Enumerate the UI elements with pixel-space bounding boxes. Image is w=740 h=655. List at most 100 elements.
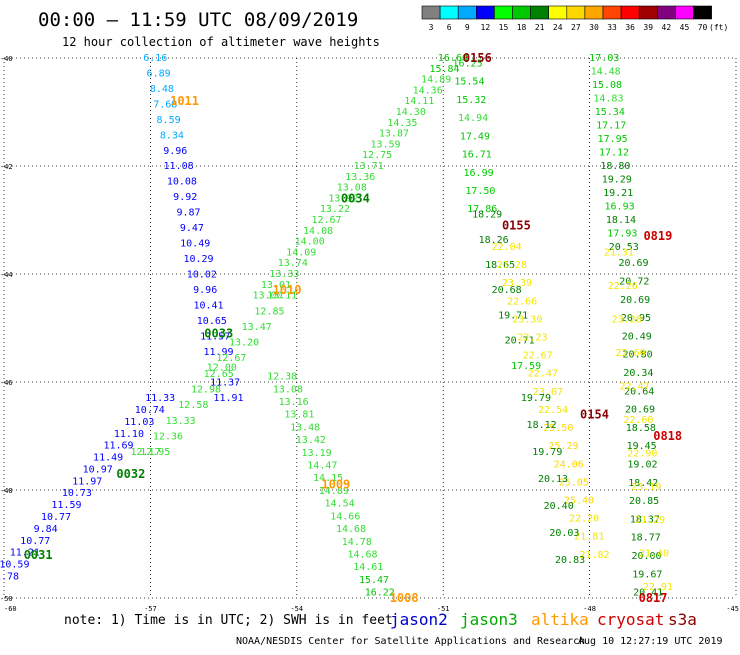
- wave-height-value: 13.19: [302, 448, 332, 459]
- wave-height-value: 13.01: [261, 280, 291, 291]
- wave-height-value: 14.89: [319, 486, 349, 497]
- wave-height-value: 20.68: [492, 285, 522, 296]
- wave-height-value: 16.22: [365, 588, 395, 599]
- legend-label: 21: [535, 23, 545, 32]
- color-legend: 3 6 9 12 15 18 21 24 27 30 33 36 39 42 45 70: [421, 5, 712, 32]
- legend-label: 45: [680, 23, 690, 32]
- pass-label: 0817: [639, 591, 668, 605]
- wave-height-value: 17.59: [511, 361, 541, 372]
- wave-height-value: 19.79: [532, 447, 562, 458]
- wave-height-value: 17.49: [460, 131, 490, 142]
- wave-height-value: 14.36: [413, 85, 443, 96]
- wave-height-value: 12.67: [311, 215, 341, 226]
- legend-swatch: [530, 5, 549, 20]
- lon-tick-label: -54: [290, 605, 303, 613]
- wave-height-value: 22.66: [507, 296, 537, 307]
- wave-height-value: 25.40: [564, 495, 594, 506]
- wave-height-value: 22.54: [538, 405, 568, 416]
- wave-height-value: 23.07: [533, 387, 563, 398]
- wave-height-value: 11.37: [210, 378, 240, 389]
- wave-height-value: 18.26: [479, 235, 509, 246]
- wave-height-value: 9.96: [163, 146, 187, 157]
- map-subtitle: 12 hour collection of altimeter wave hei…: [62, 35, 380, 49]
- wave-height-value: 12.65: [204, 369, 234, 380]
- lon-tick-label: -57: [144, 605, 157, 613]
- wave-height-value: 20.40: [544, 501, 574, 512]
- wave-height-value: 17.95: [598, 134, 628, 145]
- pass-label: 0155: [502, 218, 531, 232]
- wave-height-value: 11.57: [200, 331, 230, 342]
- wave-height-value: 14.94: [458, 113, 488, 124]
- wave-height-value: 11.99: [203, 347, 233, 358]
- wave-height-value: 13.08: [337, 183, 367, 194]
- wave-height-value: 14.68: [347, 549, 377, 560]
- legend-swatch: [475, 5, 495, 20]
- wave-height-value: 14.09: [286, 247, 316, 258]
- wave-height-value: 12.95: [140, 447, 170, 458]
- wave-height-value: 15.32: [456, 95, 486, 106]
- wave-height-value: 14.47: [307, 461, 337, 472]
- wave-height-value: 13.42: [296, 435, 326, 446]
- wave-height-value: 20.83: [555, 555, 585, 566]
- wave-height-value: 10.73: [62, 488, 92, 499]
- wave-height-value: 10.74: [135, 405, 165, 416]
- wave-height-value: 14.00: [295, 237, 325, 248]
- pass-labels: 1011 0156 0034 0155 0819 1010 0033 0154 0818 0032…: [24, 51, 682, 605]
- lat-tick-label: -44: [0, 271, 13, 279]
- wave-tracks: 6.16 6.89 8.48 7.68 8.59 8.34 9.96 11.08 10.08 9.…: [0, 53, 673, 599]
- wave-height-value: 13.59: [370, 139, 400, 150]
- wave-height-value: 21.82: [579, 550, 609, 561]
- wave-height-value: 14.78: [342, 537, 372, 548]
- wave-height-value: 22.20: [569, 514, 599, 525]
- legend-label: 3: [429, 23, 434, 32]
- wave-height-value: 10.65: [197, 316, 227, 327]
- pass-label: 1009: [321, 478, 350, 492]
- wave-height-value: 12.38: [267, 372, 297, 383]
- wave-height-value: 9.92: [173, 192, 197, 203]
- wave-height-value: 19.21: [603, 188, 633, 199]
- wave-height-value: 8.59: [157, 115, 181, 126]
- wave-height-value: 8.34: [160, 130, 184, 141]
- wave-height-value: 20.13: [538, 474, 568, 485]
- wave-height-value: 22.60: [623, 415, 653, 426]
- wave-height-value: 22.60: [616, 348, 646, 359]
- wave-height-value: 18.77: [631, 533, 661, 544]
- wave-height-value: 19.29: [602, 175, 632, 186]
- wave-height-value: 20.69: [618, 258, 648, 269]
- wave-height-value: 12.17: [130, 447, 160, 458]
- wave-height-value: 22.26: [608, 281, 638, 292]
- wave-height-value: 10.97: [83, 464, 113, 475]
- wave-height-value: 10.08: [167, 177, 197, 188]
- wave-height-value: 22.23: [517, 333, 547, 344]
- wave-height-value: 20.72: [619, 277, 649, 288]
- wave-height-value: 17.50: [465, 186, 495, 197]
- pass-label: 0156: [463, 51, 492, 65]
- wave-height-value: 20.71: [505, 336, 535, 347]
- wave-height-value: 21.29: [635, 515, 665, 526]
- legend-label: 39: [643, 23, 653, 32]
- pass-label: 0818: [653, 429, 682, 443]
- wave-height-value: 9.84: [34, 524, 58, 535]
- wave-height-value: 20.80: [623, 350, 653, 361]
- wave-height-value: 13.22: [320, 204, 350, 215]
- wave-height-value: 18.65: [485, 260, 515, 271]
- wave-height-value: 15.08: [592, 80, 622, 91]
- wave-height-value: 18.58: [626, 423, 656, 434]
- wave-height-value: 23.28: [497, 260, 527, 271]
- wave-height-value: 17.03: [589, 53, 619, 64]
- wave-height-value: 17.86: [467, 204, 497, 215]
- wave-height-value: 13.81: [284, 410, 314, 421]
- wave-height-value: 20.34: [623, 368, 653, 379]
- wave-height-value: 20.85: [629, 496, 659, 507]
- wave-height-value: 23.30: [512, 314, 542, 325]
- legend-label: 6: [447, 23, 452, 32]
- wave-height-value: 13.33: [166, 416, 196, 427]
- lat-tick-label: -42: [0, 163, 13, 171]
- lat-tick-label: -50: [0, 595, 13, 603]
- wave-height-value: 23.19: [631, 482, 661, 493]
- wave-height-value: 20.95: [621, 313, 651, 324]
- wave-height-value: 13.36: [345, 172, 375, 183]
- pass-label: 1011: [170, 94, 199, 108]
